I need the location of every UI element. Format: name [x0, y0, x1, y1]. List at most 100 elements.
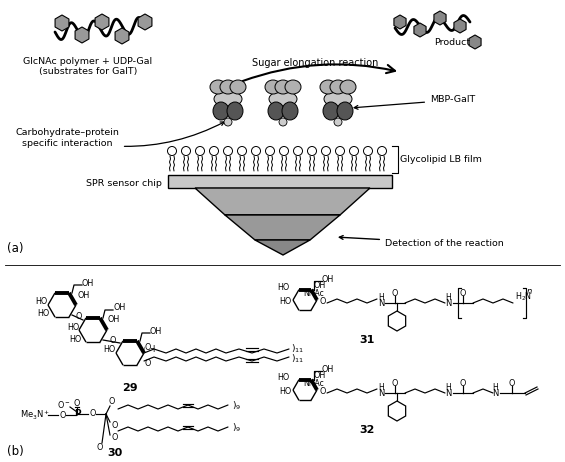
Text: $\mathsf{H_2N}$: $\mathsf{H_2N}$	[515, 291, 532, 303]
Ellipse shape	[210, 80, 226, 94]
Text: O: O	[509, 378, 515, 388]
Ellipse shape	[324, 91, 352, 107]
Text: Sugar elongation reaction: Sugar elongation reaction	[252, 58, 378, 68]
Text: (b): (b)	[7, 445, 24, 458]
Text: HO: HO	[69, 334, 81, 344]
Text: MBP-GalT: MBP-GalT	[354, 96, 475, 109]
Polygon shape	[454, 19, 466, 33]
Text: N: N	[445, 389, 451, 397]
Text: O: O	[392, 378, 398, 388]
Text: HO: HO	[36, 298, 48, 306]
Ellipse shape	[279, 118, 287, 126]
Text: $\mathsf{O^-}$: $\mathsf{O^-}$	[57, 400, 71, 411]
Text: O: O	[112, 432, 119, 442]
Text: HO: HO	[38, 310, 50, 318]
Circle shape	[321, 146, 331, 156]
Circle shape	[237, 146, 246, 156]
Text: N: N	[378, 298, 384, 308]
Text: OH: OH	[313, 281, 325, 291]
Text: HO: HO	[280, 298, 292, 306]
Text: 30: 30	[107, 448, 123, 458]
Ellipse shape	[214, 91, 242, 107]
Text: NHAc: NHAc	[303, 379, 324, 389]
Circle shape	[181, 146, 190, 156]
Text: Product: Product	[434, 38, 470, 47]
Text: OH: OH	[322, 274, 334, 284]
Ellipse shape	[282, 102, 298, 120]
Text: OH: OH	[77, 291, 89, 299]
Ellipse shape	[320, 80, 336, 94]
Ellipse shape	[265, 80, 281, 94]
Polygon shape	[225, 215, 340, 240]
Text: H: H	[492, 383, 498, 391]
Ellipse shape	[285, 80, 301, 94]
Text: $\sf{)_{11}}$: $\sf{)_{11}}$	[291, 353, 304, 365]
Polygon shape	[414, 23, 426, 37]
Text: O: O	[460, 378, 466, 388]
Text: OH: OH	[108, 316, 120, 324]
Ellipse shape	[268, 102, 284, 120]
Text: HO: HO	[67, 322, 79, 332]
Text: OH: OH	[82, 279, 94, 287]
Text: OH: OH	[322, 365, 334, 373]
Ellipse shape	[213, 102, 229, 120]
Text: O: O	[145, 359, 151, 367]
Circle shape	[350, 146, 359, 156]
Ellipse shape	[227, 102, 243, 120]
Ellipse shape	[340, 80, 356, 94]
Circle shape	[280, 146, 289, 156]
Circle shape	[167, 146, 176, 156]
Text: O: O	[74, 400, 80, 408]
Text: O: O	[90, 409, 97, 419]
Polygon shape	[388, 311, 406, 331]
Polygon shape	[469, 35, 481, 49]
Text: $\sf{)_9}$: $\sf{)_9}$	[232, 422, 241, 434]
Text: 32: 32	[359, 425, 375, 435]
Text: HO: HO	[104, 346, 116, 354]
Text: $\mathsf{Me_3N^+}$: $\mathsf{Me_3N^+}$	[20, 408, 50, 422]
Text: OH: OH	[113, 304, 125, 312]
Text: NHAc: NHAc	[303, 290, 324, 298]
Text: Detection of the reaction: Detection of the reaction	[340, 236, 504, 248]
Circle shape	[251, 146, 260, 156]
Polygon shape	[115, 28, 129, 44]
Ellipse shape	[330, 80, 346, 94]
Circle shape	[363, 146, 372, 156]
Circle shape	[336, 146, 345, 156]
Ellipse shape	[334, 118, 342, 126]
Polygon shape	[55, 15, 69, 31]
Text: H: H	[445, 292, 451, 302]
Text: OH: OH	[313, 371, 325, 381]
Text: O: O	[112, 420, 119, 430]
Polygon shape	[434, 11, 446, 25]
Polygon shape	[95, 14, 109, 30]
Text: H: H	[445, 383, 451, 391]
Text: N: N	[445, 298, 451, 308]
Text: SPR sensor chip: SPR sensor chip	[86, 178, 162, 188]
Text: O: O	[319, 387, 325, 395]
Text: N: N	[492, 389, 498, 397]
Text: N: N	[378, 389, 384, 397]
Circle shape	[224, 146, 233, 156]
Polygon shape	[168, 175, 392, 188]
Circle shape	[266, 146, 275, 156]
Circle shape	[377, 146, 386, 156]
Text: OH: OH	[150, 327, 162, 335]
Circle shape	[195, 146, 205, 156]
Polygon shape	[195, 188, 370, 215]
Ellipse shape	[220, 80, 236, 94]
Text: OH: OH	[144, 346, 157, 354]
Text: O: O	[75, 312, 82, 321]
Polygon shape	[75, 27, 89, 43]
Ellipse shape	[323, 102, 339, 120]
Text: $\sf{)_9}$: $\sf{)_9}$	[232, 400, 241, 412]
Text: HO: HO	[278, 284, 290, 292]
Ellipse shape	[275, 80, 291, 94]
Ellipse shape	[337, 102, 353, 120]
Polygon shape	[225, 215, 340, 243]
Text: HO: HO	[280, 388, 292, 396]
Polygon shape	[388, 401, 406, 421]
Circle shape	[307, 146, 316, 156]
Polygon shape	[138, 14, 152, 30]
Text: HO: HO	[278, 373, 290, 383]
